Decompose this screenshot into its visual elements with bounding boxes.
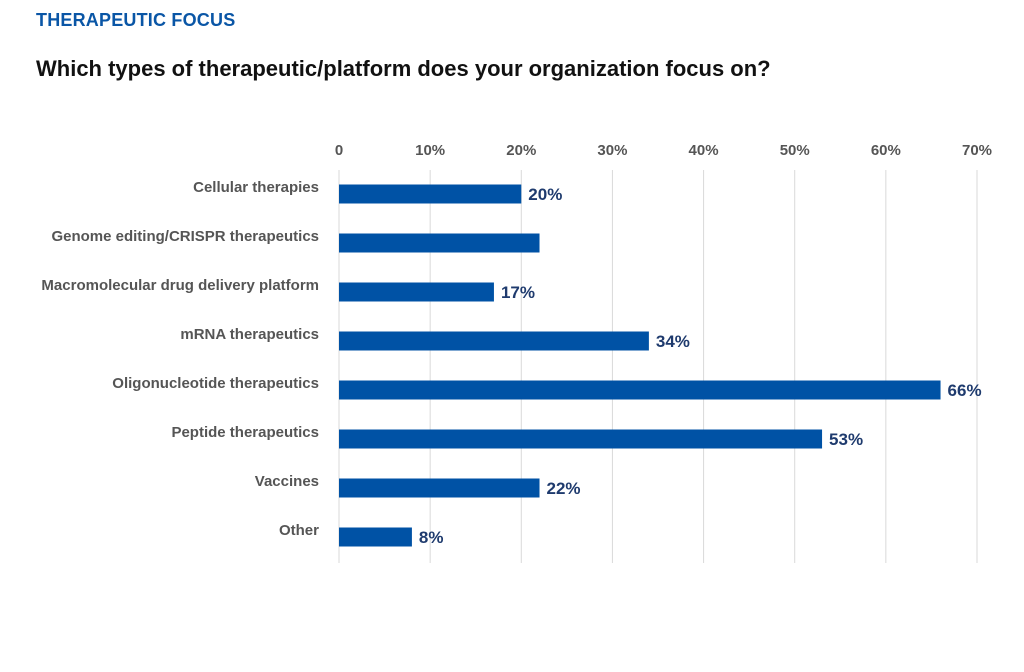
data-label: 8% bbox=[419, 528, 444, 547]
bar bbox=[339, 527, 412, 547]
x-axis-ticks: 0 10% 20% 30% 40% 50% 60% 70% bbox=[335, 142, 992, 159]
x-tick-label: 0 bbox=[335, 142, 343, 159]
category-label: Other bbox=[279, 522, 319, 539]
category-label: Cellular therapies bbox=[193, 179, 319, 196]
x-tick-label: 50% bbox=[780, 142, 810, 159]
data-label: 20% bbox=[528, 185, 562, 204]
x-tick-label: 70% bbox=[962, 142, 992, 159]
x-tick-label: 40% bbox=[689, 142, 719, 159]
bar bbox=[339, 282, 494, 302]
x-tick-label: 10% bbox=[415, 142, 445, 159]
chart-title: Which types of therapeutic/platform does… bbox=[36, 56, 771, 81]
x-tick-label: 30% bbox=[597, 142, 627, 159]
data-label: 22% bbox=[547, 479, 581, 498]
gridlines bbox=[338, 170, 978, 563]
bar bbox=[339, 478, 540, 498]
category-label: Oligonucleotide therapeutics bbox=[112, 375, 319, 392]
data-label: 34% bbox=[656, 332, 690, 351]
category-label: Macromolecular drug delivery platform bbox=[41, 277, 319, 294]
category-label: Peptide therapeutics bbox=[171, 424, 319, 441]
category-label: Genome editing/CRISPR therapeutics bbox=[51, 228, 319, 245]
bar bbox=[339, 380, 941, 400]
category-label: Vaccines bbox=[255, 473, 319, 490]
category-labels: Cellular therapies Genome editing/CRISPR … bbox=[41, 179, 319, 539]
data-label: 66% bbox=[948, 381, 982, 400]
bars bbox=[339, 184, 941, 547]
bar bbox=[339, 331, 649, 351]
bar bbox=[339, 429, 823, 449]
data-label: 53% bbox=[829, 430, 863, 449]
data-label: 17% bbox=[501, 283, 535, 302]
bar bbox=[339, 233, 540, 253]
chart-kicker: THERAPEUTIC FOCUS bbox=[36, 10, 236, 30]
category-label: mRNA therapeutics bbox=[180, 326, 319, 343]
bar bbox=[339, 184, 522, 204]
data-labels: 20% 17% 34% 66% 53% 22% 8% bbox=[419, 185, 982, 547]
x-tick-label: 60% bbox=[871, 142, 901, 159]
x-tick-label: 20% bbox=[506, 142, 536, 159]
